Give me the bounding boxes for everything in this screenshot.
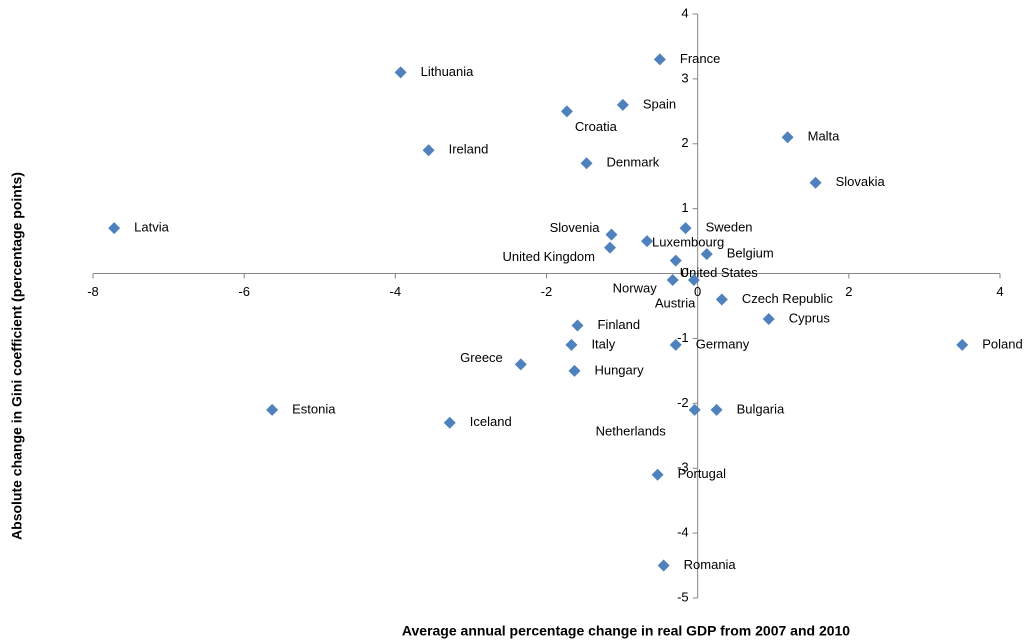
point	[394, 66, 407, 79]
point-label: Belgium	[727, 246, 774, 261]
x-tick-label: 4	[996, 284, 1003, 299]
point	[666, 274, 679, 287]
y-tick-label: 2	[681, 135, 688, 150]
y-tick-label: -4	[677, 525, 689, 540]
point	[568, 364, 581, 377]
point	[443, 416, 456, 429]
point	[651, 468, 664, 481]
point	[560, 105, 573, 118]
point-label: Slovenia	[550, 220, 601, 235]
point-label: Estonia	[292, 401, 336, 416]
point-label: Austria	[655, 295, 696, 310]
point-label: Slovakia	[836, 174, 886, 189]
point-label: Sweden	[706, 220, 753, 235]
point-label: Hungary	[594, 362, 644, 377]
point	[641, 235, 654, 248]
point-label: Romania	[684, 557, 737, 572]
point-label: Portugal	[678, 466, 727, 481]
point	[657, 559, 670, 572]
point-label: Luxembourg	[652, 235, 724, 250]
point	[687, 274, 700, 287]
point-label: Greece	[460, 350, 503, 365]
point-label: Cyprus	[789, 310, 831, 325]
point-label: Lithuania	[421, 64, 475, 79]
point-label: Croatia	[575, 119, 618, 134]
y-tick-label: 4	[681, 5, 688, 20]
y-tick-label: -1	[677, 330, 689, 345]
point	[422, 144, 435, 157]
y-tick-label: 3	[681, 70, 688, 85]
x-tick-label: 2	[845, 284, 852, 299]
point	[565, 338, 578, 351]
point	[580, 157, 593, 170]
point-label: Spain	[643, 96, 676, 111]
x-tick-label: -4	[390, 284, 402, 299]
y-tick-label: -2	[677, 395, 689, 410]
x-tick-label: -6	[238, 284, 250, 299]
point-label: Bulgaria	[737, 401, 785, 416]
point-label: United States	[680, 265, 759, 280]
point	[688, 403, 701, 416]
point-label: Czech Republic	[742, 291, 834, 306]
point	[762, 312, 775, 325]
point-label: Germany	[696, 336, 750, 351]
point	[571, 319, 584, 332]
y-tick-label: 0	[681, 265, 688, 280]
point-label: Netherlands	[596, 423, 667, 438]
x-tick-label: -2	[541, 284, 553, 299]
point-label: Finland	[597, 317, 640, 332]
point	[266, 403, 279, 416]
y-tick-label: 1	[681, 200, 688, 215]
y-tick-label: -3	[677, 460, 689, 475]
point	[710, 403, 723, 416]
point-label: Norway	[613, 280, 658, 295]
point	[715, 293, 728, 306]
point	[653, 53, 666, 66]
point	[603, 241, 616, 254]
x-tick-label: 0	[694, 284, 701, 299]
point	[781, 131, 794, 144]
point-label: Malta	[808, 129, 841, 144]
point	[616, 98, 629, 111]
x-axis-title: Average annual percentage change in real…	[402, 623, 850, 639]
point-label: Poland	[982, 336, 1022, 351]
point	[956, 338, 969, 351]
y-tick-label: -5	[677, 589, 689, 604]
point-label: United Kingdom	[502, 249, 595, 264]
point-label: Latvia	[134, 220, 169, 235]
point-label: Iceland	[470, 414, 512, 429]
y-axis-title: Absolute change in Gini coefficient (per…	[9, 172, 25, 540]
point	[679, 222, 692, 235]
point	[605, 228, 618, 241]
point-label: Ireland	[449, 142, 489, 157]
point-label: Denmark	[607, 155, 660, 170]
point	[669, 338, 682, 351]
point	[809, 176, 822, 189]
point-label: Italy	[591, 336, 615, 351]
x-tick-label: -8	[87, 284, 99, 299]
point	[669, 254, 682, 267]
point	[108, 222, 121, 235]
point	[700, 248, 713, 261]
point-label: France	[680, 51, 720, 66]
point	[514, 358, 527, 371]
